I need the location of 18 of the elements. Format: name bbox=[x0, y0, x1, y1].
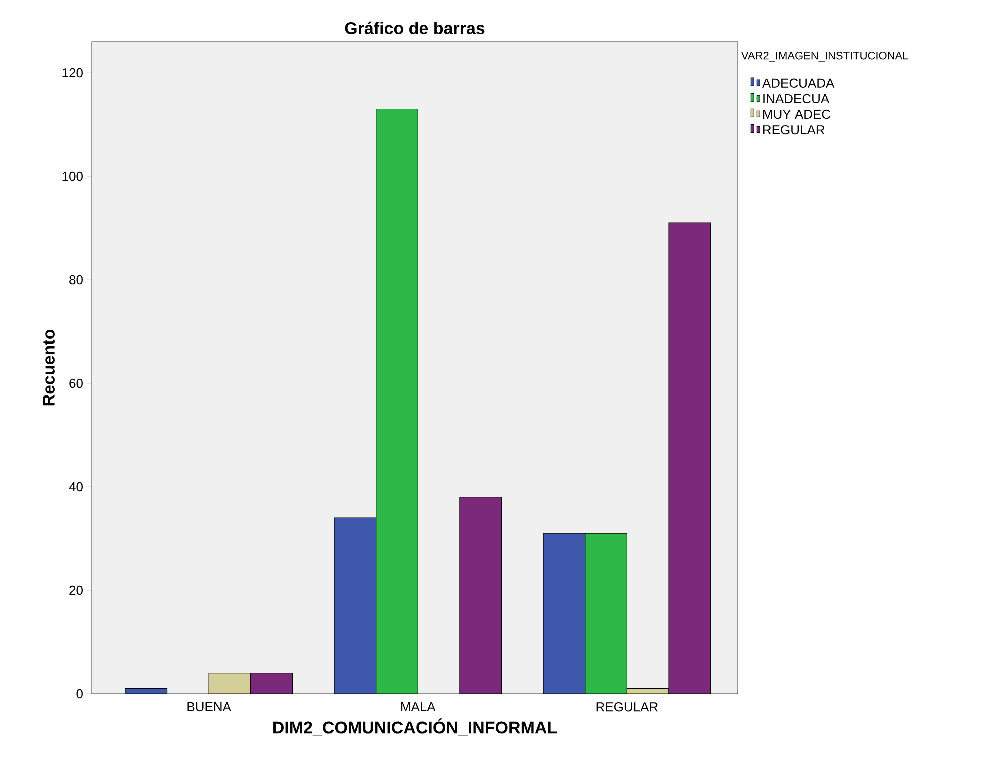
y-tick-label: 20 bbox=[70, 586, 83, 596]
y-tick-label: 120 bbox=[62, 68, 83, 78]
y-tick-label: 40 bbox=[69, 482, 83, 492]
legend-label: ADECUADA bbox=[762, 78, 835, 88]
y-axis-title: Recuento bbox=[43, 330, 55, 406]
x-axis-title: DIM2_COMUNICACIÓN_INFORMAL bbox=[274, 718, 558, 736]
y-tick-label: 80 bbox=[70, 275, 83, 285]
chart-title: Gráfico de barras bbox=[345, 22, 485, 34]
y-tick-label: 60 bbox=[70, 378, 83, 388]
legend-label: INADECUA bbox=[764, 94, 830, 104]
x-tick-label: REGULAR bbox=[596, 702, 658, 712]
legend-title: VAR2_IMAGEN_INSTITUCIONAL bbox=[741, 52, 908, 62]
x-tick-label: MALA bbox=[402, 702, 436, 712]
legend-label: REGULAR bbox=[764, 125, 825, 135]
y-tick-label: 100 bbox=[62, 172, 83, 182]
x-tick-label: BUENA bbox=[188, 702, 232, 712]
y-tick-label: 0 bbox=[76, 689, 83, 699]
legend-label: MUY ADEC bbox=[764, 110, 831, 120]
